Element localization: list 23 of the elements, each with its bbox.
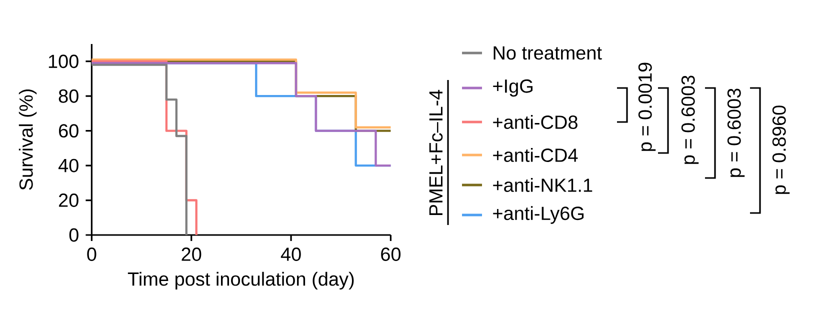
y-tick-label: 0 [69,228,78,242]
legend-label: +anti-CD4 [493,148,578,162]
text: p = 0.6003 [681,76,699,164]
y-tick-label: 100 [48,54,78,68]
legend-label: +anti-Ly6G [493,206,584,224]
x-tick-label: 60 [381,248,401,261]
text: p = 0.8960 [772,106,790,194]
legend-label: +anti-CD8 [493,115,578,129]
y-tick-label: 80 [58,89,78,103]
y-tick-label: 20 [58,194,78,207]
y-tick-label: 40 [58,158,78,172]
legend-label: +IgG [493,79,533,97]
text: p = 0.0019 [638,62,656,151]
legend-label: +anti-NK1.1 [493,178,592,192]
x-tick-label: 0 [87,248,96,261]
y-axis-title: Survival (%) [18,90,37,190]
y-tick-label: 60 [59,124,78,138]
x-axis-title: Time post inoculation (day) [128,272,354,290]
x-tick-label: 40 [280,248,301,261]
x-tick-label: 20 [182,248,202,261]
text: PMEL+Fc–IL-4 [429,90,443,216]
legend-label: No treatment [494,46,602,60]
text: p = 0.6003 [727,88,745,177]
